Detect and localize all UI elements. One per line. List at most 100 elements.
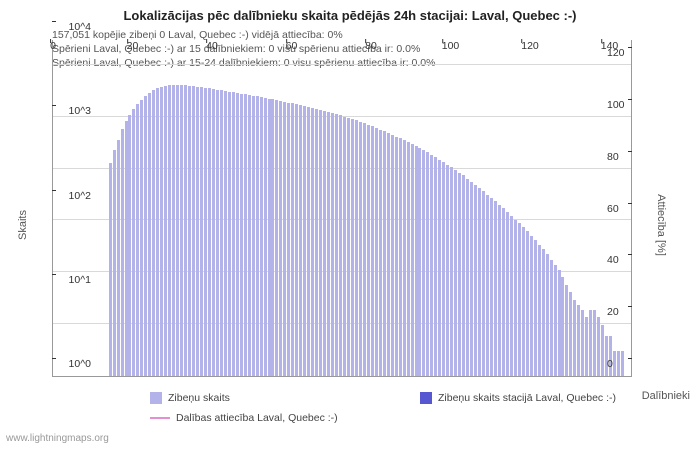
bar-42[interactable] xyxy=(220,90,223,376)
bar-109[interactable] xyxy=(486,195,489,376)
bar-17[interactable] xyxy=(121,129,124,376)
bar-34[interactable] xyxy=(188,86,191,376)
bar-86[interactable] xyxy=(395,137,398,376)
bar-35[interactable] xyxy=(192,86,195,376)
plot-area[interactable]: 10^0 10^1 10^2 10^3 10^4 0 20 40 60 80 1… xyxy=(52,40,632,377)
bar-114[interactable] xyxy=(506,212,509,376)
bar-87[interactable] xyxy=(399,138,402,376)
bar-65[interactable] xyxy=(311,108,314,376)
bar-54[interactable] xyxy=(268,99,271,376)
bar-72[interactable] xyxy=(339,115,342,376)
bar-124[interactable] xyxy=(546,254,549,376)
bar-103[interactable] xyxy=(462,175,465,376)
bar-95[interactable] xyxy=(430,155,433,376)
bar-73[interactable] xyxy=(343,117,346,376)
bar-45[interactable] xyxy=(232,92,235,376)
bar-49[interactable] xyxy=(248,95,251,376)
bar-63[interactable] xyxy=(303,106,306,376)
bar-44[interactable] xyxy=(228,92,231,376)
bar-90[interactable] xyxy=(411,144,414,376)
bar-116[interactable] xyxy=(514,220,517,376)
bar-46[interactable] xyxy=(236,93,239,376)
bar-32[interactable] xyxy=(180,85,183,376)
bar-115[interactable] xyxy=(510,216,513,376)
bar-55[interactable] xyxy=(271,99,274,376)
bar-74[interactable] xyxy=(347,118,350,376)
bar-126[interactable] xyxy=(554,265,557,376)
bar-92[interactable] xyxy=(418,148,421,376)
bar-82[interactable] xyxy=(379,130,382,376)
bar-107[interactable] xyxy=(478,188,481,376)
bar-33[interactable] xyxy=(184,85,187,376)
bar-106[interactable] xyxy=(474,185,477,376)
bar-25[interactable] xyxy=(152,90,155,376)
bar-83[interactable] xyxy=(383,131,386,376)
bar-64[interactable] xyxy=(307,107,310,376)
bar-110[interactable] xyxy=(490,198,493,376)
bar-22[interactable] xyxy=(140,100,143,376)
bar-36[interactable] xyxy=(196,87,199,376)
bar-94[interactable] xyxy=(426,152,429,376)
bar-50[interactable] xyxy=(252,96,255,376)
bar-84[interactable] xyxy=(387,133,390,376)
bar-68[interactable] xyxy=(323,111,326,376)
bar-123[interactable] xyxy=(542,249,545,376)
bar-134[interactable] xyxy=(585,317,588,376)
legend-item-zibenu-skaits-stacija[interactable]: Zibeņu skaits stacijā Laval, Quebec :-) xyxy=(420,392,616,404)
bar-69[interactable] xyxy=(327,112,330,376)
bar-128[interactable] xyxy=(561,277,564,376)
bar-56[interactable] xyxy=(275,100,278,376)
bar-29[interactable] xyxy=(168,85,171,376)
bar-136[interactable] xyxy=(593,310,596,376)
bar-52[interactable] xyxy=(260,97,263,376)
bar-133[interactable] xyxy=(581,310,584,376)
bar-129[interactable] xyxy=(565,285,568,376)
bar-93[interactable] xyxy=(422,150,425,376)
bar-27[interactable] xyxy=(160,87,163,376)
bar-66[interactable] xyxy=(315,109,318,376)
bar-47[interactable] xyxy=(240,94,243,376)
bar-37[interactable] xyxy=(200,87,203,376)
bar-24[interactable] xyxy=(148,93,151,376)
bar-31[interactable] xyxy=(176,85,179,376)
bar-76[interactable] xyxy=(355,120,358,376)
bar-88[interactable] xyxy=(403,140,406,376)
bar-26[interactable] xyxy=(156,88,159,376)
bar-89[interactable] xyxy=(407,142,410,376)
bar-16[interactable] xyxy=(117,140,120,376)
bar-30[interactable] xyxy=(172,85,175,376)
bar-77[interactable] xyxy=(359,122,362,376)
bar-28[interactable] xyxy=(164,86,167,376)
bar-43[interactable] xyxy=(224,91,227,376)
bar-57[interactable] xyxy=(279,101,282,376)
bar-14[interactable] xyxy=(109,163,112,376)
bar-51[interactable] xyxy=(256,96,259,376)
bar-125[interactable] xyxy=(550,260,553,376)
bar-113[interactable] xyxy=(502,208,505,376)
bar-23[interactable] xyxy=(144,96,147,376)
bar-127[interactable] xyxy=(558,270,561,376)
bar-135[interactable] xyxy=(589,310,592,376)
bar-131[interactable] xyxy=(573,300,576,376)
bar-104[interactable] xyxy=(466,179,469,376)
legend-item-zibenu-skaits[interactable]: Zibeņu skaits xyxy=(150,392,230,404)
bar-71[interactable] xyxy=(335,114,338,376)
legend-item-dalibas-attieciba[interactable]: Dalības attiecība Laval, Quebec :-) xyxy=(150,412,338,424)
bar-132[interactable] xyxy=(577,305,580,376)
bar-105[interactable] xyxy=(470,182,473,376)
bar-67[interactable] xyxy=(319,110,322,376)
bar-85[interactable] xyxy=(391,135,394,376)
bar-15[interactable] xyxy=(113,150,116,376)
bar-108[interactable] xyxy=(482,191,485,376)
bar-62[interactable] xyxy=(299,105,302,376)
bar-112[interactable] xyxy=(498,205,501,376)
bar-70[interactable] xyxy=(331,113,334,376)
bar-91[interactable] xyxy=(415,146,418,376)
bar-48[interactable] xyxy=(244,94,247,376)
bar-130[interactable] xyxy=(569,292,572,376)
xtick-2: 40 xyxy=(206,40,218,52)
bar-75[interactable] xyxy=(351,119,354,376)
bar-53[interactable] xyxy=(264,98,267,376)
bar-96[interactable] xyxy=(434,157,437,376)
bar-111[interactable] xyxy=(494,201,497,376)
